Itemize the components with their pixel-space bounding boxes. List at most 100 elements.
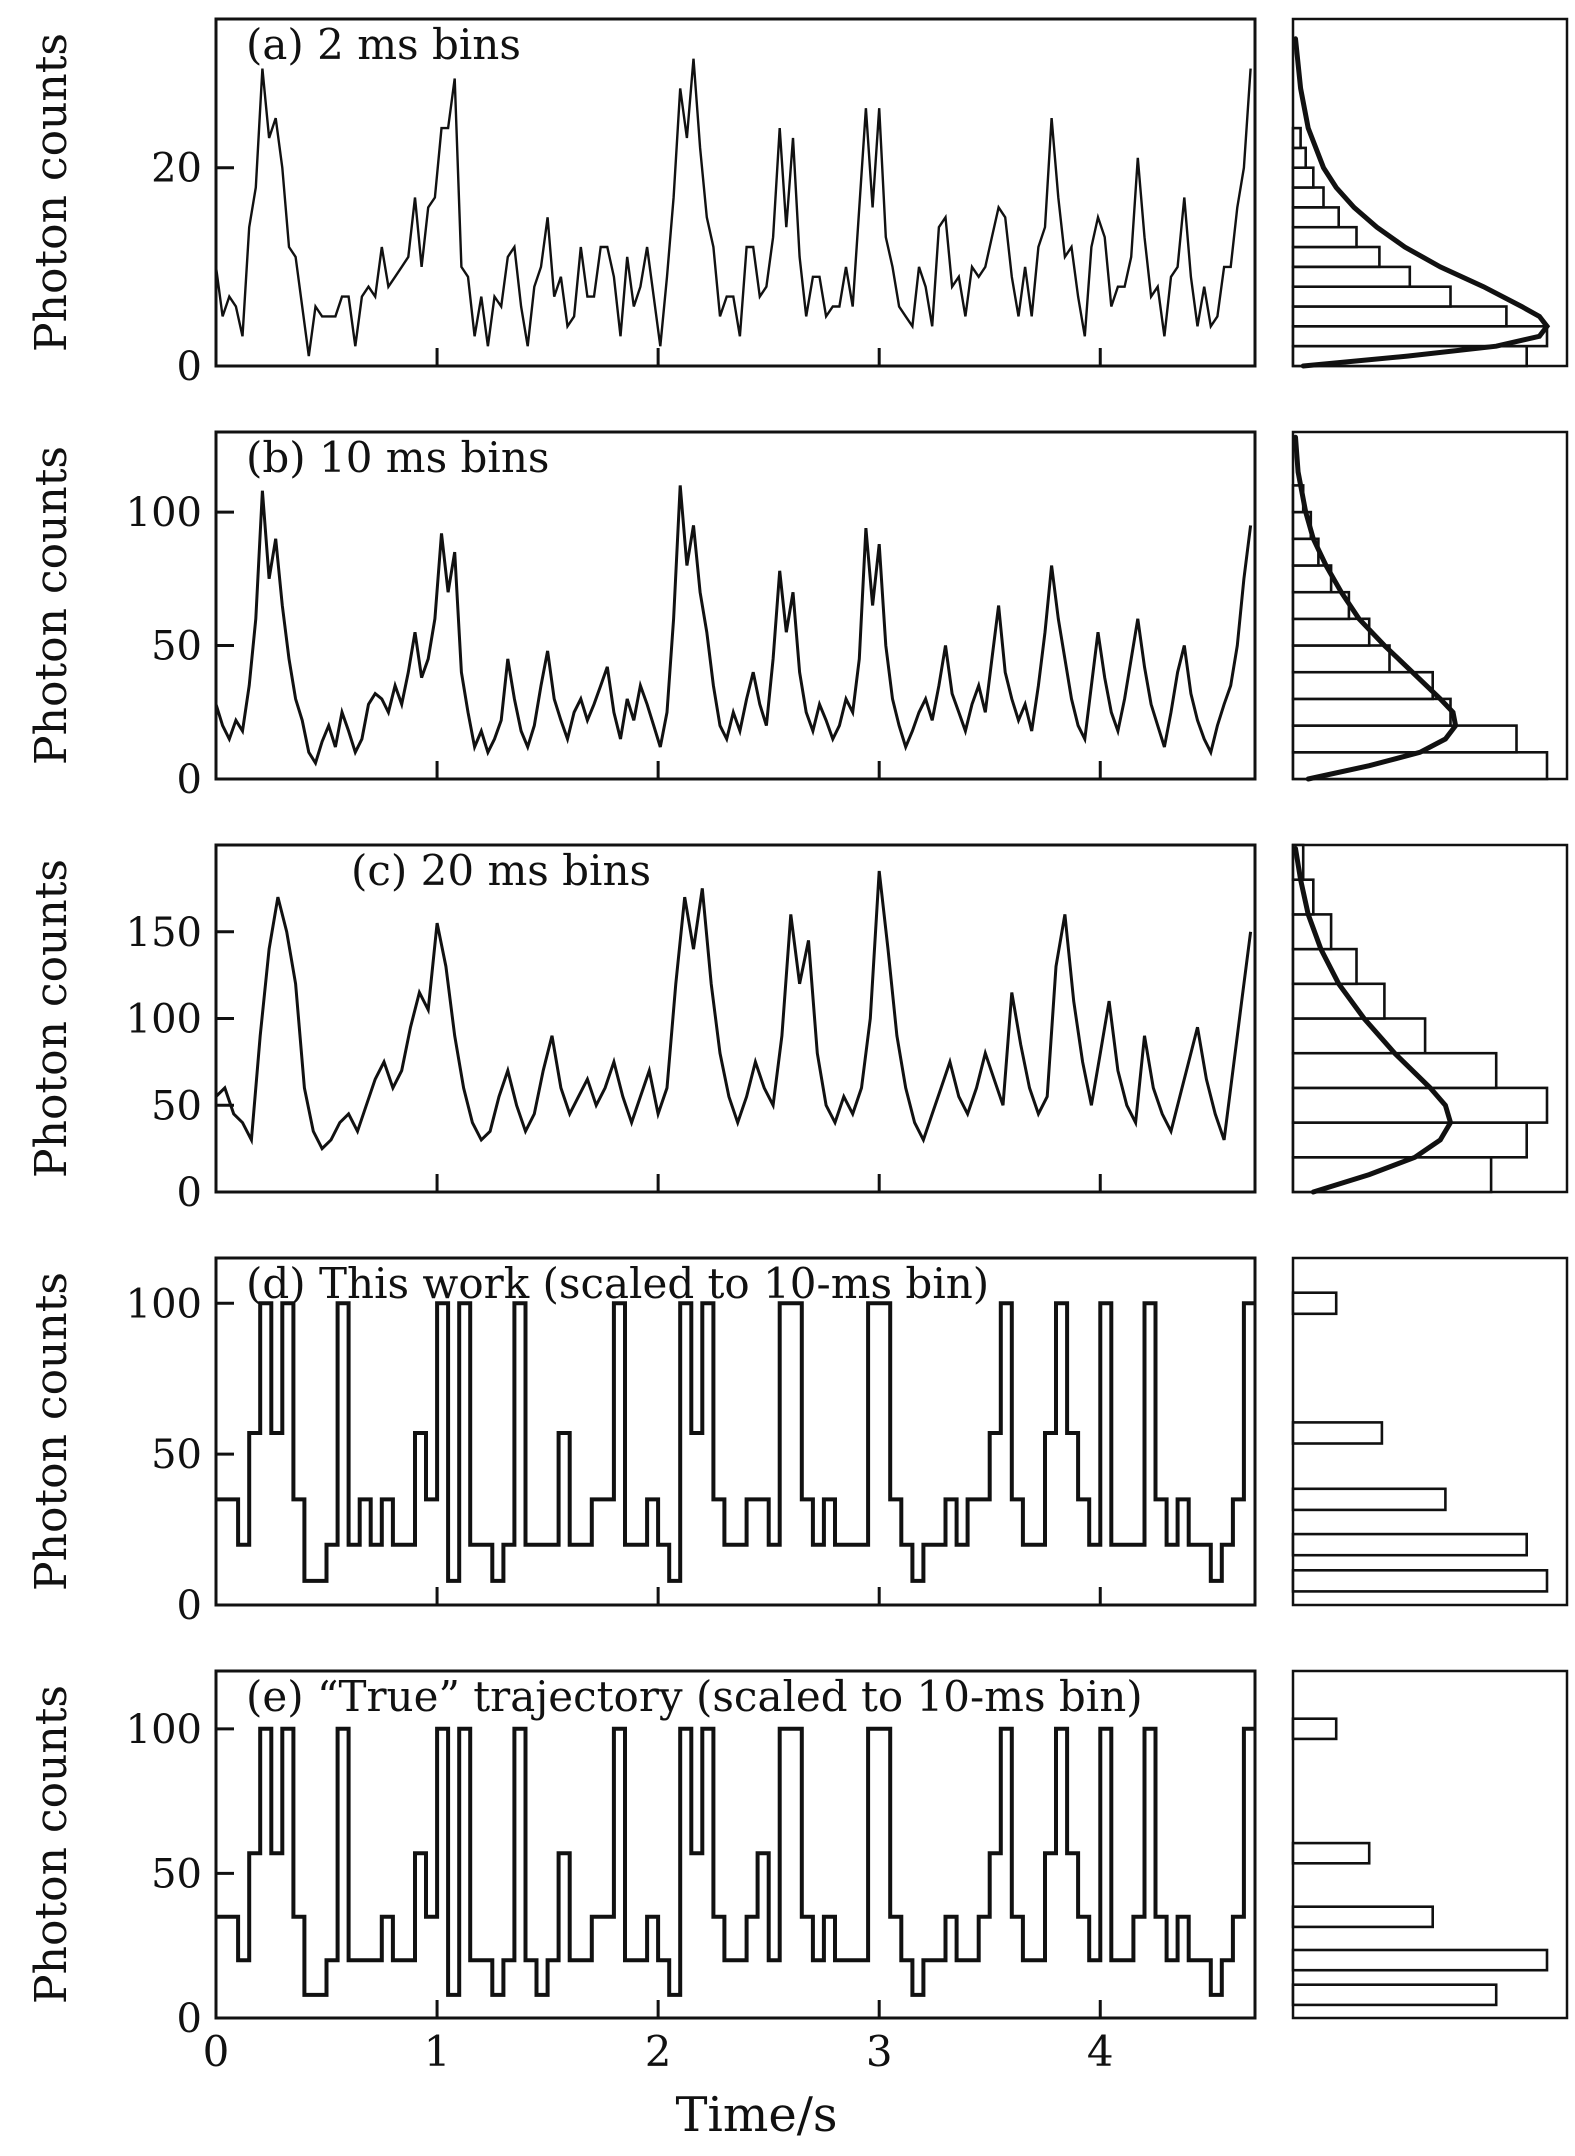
x-tick-label: 2 [645, 2027, 672, 2076]
main-plot-e: 0 50 100 0 1 2 3 4 [126, 1669, 1257, 2076]
hist-bar [1291, 697, 1452, 727]
y-tick-label: 100 [126, 1707, 202, 1753]
hist-bar [1291, 186, 1325, 209]
panel-title-b: (b) 10 ms bins [246, 433, 550, 482]
hist-bar [1291, 724, 1518, 754]
hist-bar [1291, 1948, 1549, 1972]
y-axis-title-e: Photon counts [16, 1666, 86, 2023]
plot-frame [214, 1256, 1257, 1607]
trace-e [216, 1726, 1255, 1997]
y-tick-label: 0 [177, 757, 202, 803]
plot-frame [214, 843, 1257, 1194]
side-hist-a [1291, 17, 1569, 369]
x-tick-label: 1 [424, 2027, 451, 2076]
y-tick-label: 100 [126, 1281, 202, 1327]
main-plot-d: 0 50 100 [126, 1256, 1257, 1629]
hist-bar [1291, 982, 1386, 1020]
hist-bar [1291, 1291, 1338, 1316]
y-tick-label: 50 [151, 624, 202, 670]
main-plot-a: 0 20 [151, 17, 1257, 390]
y-axis-title-b: Photon counts [16, 427, 86, 784]
hist-bar [1291, 1051, 1498, 1090]
y-axis-title-c: Photon counts [16, 840, 86, 1197]
main-plot-area-b: 0 50 100 (b) 10 ms bins [86, 427, 1261, 803]
hist-bar [1291, 1532, 1528, 1557]
y-tick-label: 0 [177, 1170, 202, 1216]
main-plot-area-a: 0 20 (a) 2 ms bins [86, 14, 1261, 390]
side-hist-e [1291, 1669, 1569, 2020]
main-plot-area-d: 0 50 100 (d) This work (scaled to 10-ms bi… [86, 1253, 1261, 1629]
hist-bar [1291, 670, 1434, 701]
y-tick-label: 0 [177, 344, 202, 390]
x-tick-label: 0 [203, 2027, 230, 2076]
y-axis-title-text: Photon counts [25, 33, 77, 352]
x-tick-label: 4 [1087, 2027, 1114, 2076]
hist-bar [1291, 1487, 1447, 1512]
density-curve [1293, 36, 1551, 369]
y-tick-label: 50 [151, 1083, 202, 1129]
hist-bar [1291, 166, 1315, 189]
hist-bar [1291, 265, 1412, 288]
y-tick-label: 100 [126, 490, 202, 536]
hist-bar [1291, 1841, 1371, 1865]
x-tick-label: 3 [866, 2027, 893, 2076]
hist-bar [1291, 305, 1508, 328]
hist-bar [1291, 1905, 1434, 1929]
panel-row-c: Photon counts 0 50 100 150 (c) 20 ms bins [16, 840, 1575, 1216]
main-plot-c: 0 50 100 150 [126, 843, 1257, 1216]
hist-bar [1291, 245, 1381, 269]
hist-bar [1291, 1568, 1549, 1593]
hist-bar [1291, 1086, 1549, 1124]
trace-c [214, 870, 1253, 1152]
side-hist-d [1291, 1256, 1569, 1607]
hist-bar [1291, 644, 1391, 674]
y-tick-label: 20 [151, 146, 202, 192]
hist-bar [1291, 1017, 1427, 1055]
hist-bar [1291, 1121, 1528, 1159]
y-tick-label: 150 [126, 910, 202, 956]
hist-bar [1291, 1717, 1338, 1741]
trace-b [214, 485, 1253, 767]
x-axis-label: Time/s [675, 2087, 838, 2143]
panel-row-a: Photon counts 0 20 (a) 2 ms bins [16, 14, 1575, 390]
panel-title-a: (a) 2 ms bins [246, 20, 521, 69]
hist-bar [1291, 206, 1341, 229]
trace-d [216, 1301, 1255, 1583]
main-plot-b: 0 50 100 [126, 430, 1257, 803]
panel-row-e: Photon counts 0 50 100 0 1 2 3 4 (e) “True” tra… [16, 1666, 1575, 2083]
y-tick-label: 0 [177, 1996, 202, 2042]
hist-bar [1291, 1421, 1384, 1445]
panel-title-e: (e) “True” trajectory (scaled to 10-ms b… [246, 1672, 1143, 1721]
y-axis-title-a: Photon counts [16, 14, 86, 371]
side-hist-c [1291, 843, 1569, 1195]
hist-bar [1291, 590, 1351, 621]
y-tick-label: 0 [177, 1583, 202, 1629]
density-curve [1293, 846, 1454, 1195]
plot-frame [214, 430, 1257, 781]
hist-bar [1291, 285, 1452, 308]
side-hist-b [1291, 430, 1569, 782]
main-plot-area-e: 0 50 100 0 1 2 3 4 (e) “True” trajectory (scale… [86, 1666, 1261, 2083]
y-axis-title-text: Photon counts [25, 1685, 77, 2004]
hist-bar [1291, 126, 1302, 150]
y-axis-title-text: Photon counts [25, 859, 77, 1178]
panel-row-d: Photon counts 0 50 100 (d) This work (scal… [16, 1253, 1575, 1629]
y-tick-label: 50 [151, 1432, 202, 1478]
hist-bar [1291, 1983, 1498, 2007]
panel-row-b: Photon counts 0 50 100 (b) 10 ms bins [16, 427, 1575, 803]
trace-a [214, 58, 1252, 357]
panel-title-d: (d) This work (scaled to 10-ms bin) [246, 1259, 990, 1308]
y-axis-title-text: Photon counts [25, 1272, 77, 1591]
hist-bar [1291, 146, 1307, 169]
y-tick-label: 50 [151, 1851, 202, 1897]
y-tick-label: 100 [126, 997, 202, 1043]
hist-bar [1291, 225, 1358, 249]
hist-bar [1291, 564, 1333, 594]
panel-title-c: (c) 20 ms bins [351, 846, 652, 895]
y-axis-title-text: Photon counts [25, 446, 77, 765]
density-curve [1293, 434, 1459, 782]
y-axis-title-d: Photon counts [16, 1253, 86, 1610]
main-plot-area-c: 0 50 100 150 (c) 20 ms bins [86, 840, 1261, 1216]
hist-bar [1291, 617, 1371, 647]
